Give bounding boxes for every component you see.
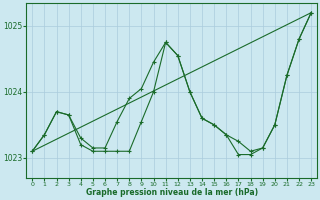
X-axis label: Graphe pression niveau de la mer (hPa): Graphe pression niveau de la mer (hPa) [86,188,258,197]
